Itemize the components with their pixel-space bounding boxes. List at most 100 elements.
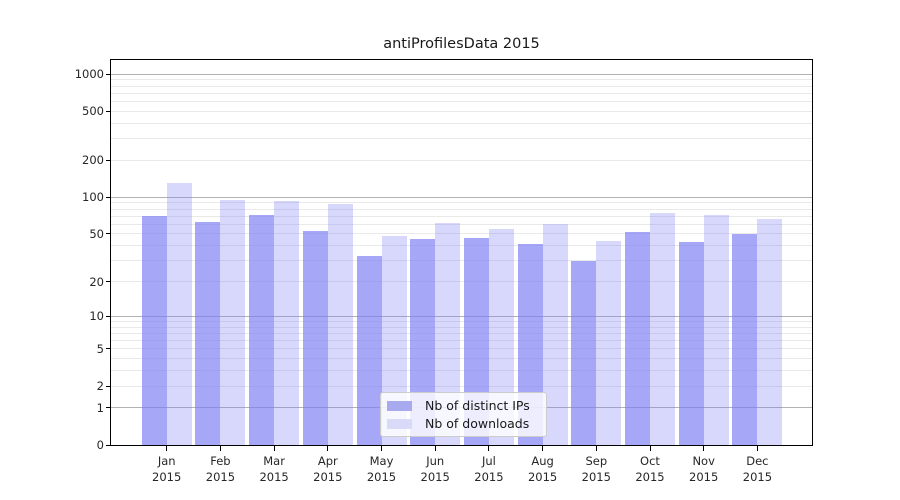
- minor-gridline: [111, 233, 812, 235]
- x-tick: [273, 446, 275, 451]
- minor-gridline: [111, 281, 812, 283]
- y-tick: [106, 233, 111, 235]
- y-tick-label: 500: [82, 104, 104, 119]
- legend-item-distinct-ips: Nb of distinct IPs: [387, 398, 538, 413]
- minor-gridline: [111, 223, 812, 225]
- legend: Nb of distinct IPs Nb of downloads: [380, 392, 547, 437]
- plot-area: [110, 59, 813, 446]
- x-tick: [327, 446, 329, 451]
- x-tick-label: Feb 2015: [205, 454, 236, 484]
- major-gridline: [111, 196, 812, 198]
- legend-label-distinct-ips: Nb of distinct IPs: [425, 398, 530, 413]
- bar-oct-distinct-ips: [625, 231, 650, 445]
- major-gridline: [111, 315, 812, 317]
- x-tick-label: Jun 2015: [420, 454, 450, 484]
- minor-gridline: [111, 385, 812, 387]
- legend-item-downloads: Nb of downloads: [387, 416, 538, 431]
- chart-title: antiProfilesData 2015: [383, 36, 540, 52]
- y-tick-label: 5: [96, 341, 104, 356]
- x-tick-label: Nov 2015: [689, 454, 719, 484]
- x-tick-label: Sep 2015: [581, 454, 611, 484]
- x-tick-label: Oct 2015: [635, 454, 665, 484]
- minor-gridline: [111, 370, 812, 372]
- bar-sep-distinct-ips: [571, 260, 597, 445]
- y-tick-label: 0: [96, 438, 104, 452]
- y-tick-label: 1: [96, 400, 104, 415]
- y-tick-label: 50: [89, 226, 104, 241]
- x-tick: [595, 446, 597, 451]
- x-tick: [703, 446, 705, 451]
- x-tick: [649, 446, 651, 451]
- minor-gridline: [111, 215, 812, 217]
- bar-dec-downloads: [757, 219, 783, 445]
- x-tick: [381, 446, 382, 451]
- legend-swatch-distinct-ips: [387, 400, 412, 411]
- y-tick: [106, 110, 111, 112]
- y-tick: [106, 315, 111, 317]
- minor-gridline: [111, 340, 812, 342]
- bar-apr-distinct-ips: [302, 230, 328, 445]
- bar-jan-distinct-ips: [141, 216, 167, 445]
- x-tick: [166, 446, 168, 451]
- minor-gridline: [111, 202, 812, 204]
- bar-jan-downloads: [166, 183, 192, 445]
- bar-nov-distinct-ips: [678, 241, 704, 445]
- minor-gridline: [111, 79, 812, 81]
- y-tick-label: 100: [82, 190, 104, 205]
- x-tick: [488, 446, 490, 451]
- minor-gridline: [111, 110, 812, 112]
- y-tick: [106, 159, 111, 161]
- minor-gridline: [111, 260, 812, 262]
- y-tick-label: 20: [89, 274, 104, 289]
- legend-swatch-downloads: [387, 418, 412, 429]
- x-tick-label: Mar 2015: [259, 454, 289, 484]
- y-tick: [106, 444, 111, 446]
- major-gridline: [111, 73, 812, 75]
- bar-feb-distinct-ips: [195, 221, 221, 445]
- bar-nov-downloads: [703, 215, 729, 445]
- minor-gridline: [111, 122, 812, 124]
- minor-gridline: [111, 92, 812, 94]
- y-tick: [106, 348, 111, 350]
- x-tick-label: Jan 2015: [152, 454, 182, 484]
- y-tick: [106, 73, 111, 75]
- x-tick-label: Aug 2015: [527, 454, 558, 484]
- minor-gridline: [111, 245, 812, 247]
- y-tick-label: 10: [89, 309, 104, 324]
- bar-feb-downloads: [220, 199, 246, 445]
- minor-gridline: [111, 159, 812, 161]
- minor-gridline: [111, 138, 812, 140]
- bar-mar-downloads: [274, 201, 300, 445]
- minor-gridline: [111, 85, 812, 87]
- bar-mar-distinct-ips: [249, 214, 275, 445]
- bar-dec-distinct-ips: [732, 233, 758, 445]
- y-tick: [106, 385, 111, 387]
- y-tick: [106, 407, 111, 409]
- bar-may-distinct-ips: [356, 255, 382, 445]
- x-tick: [542, 446, 544, 451]
- y-tick-label: 200: [82, 153, 104, 168]
- x-tick-label: Jul 2015: [474, 454, 504, 484]
- bar-apr-downloads: [327, 204, 353, 445]
- y-tick-label: 2: [96, 379, 104, 394]
- x-tick: [434, 446, 436, 451]
- x-tick: [219, 446, 221, 451]
- x-tick-label: Dec 2015: [742, 454, 773, 484]
- minor-gridline: [111, 208, 812, 210]
- x-tick: [756, 446, 758, 451]
- bar-sep-downloads: [596, 240, 622, 445]
- y-tick: [106, 196, 111, 198]
- x-tick-label: May 2015: [366, 454, 397, 484]
- legend-label-downloads: Nb of downloads: [425, 416, 530, 431]
- minor-gridline: [111, 332, 812, 334]
- minor-gridline: [111, 348, 812, 350]
- minor-gridline: [111, 320, 812, 322]
- y-tick: [106, 281, 111, 283]
- x-tick-label: Apr 2015: [313, 454, 343, 484]
- y-tick-label: 1000: [74, 67, 104, 82]
- minor-gridline: [111, 358, 812, 360]
- minor-gridline: [111, 326, 812, 328]
- minor-gridline: [111, 100, 812, 102]
- bar-oct-downloads: [650, 213, 675, 445]
